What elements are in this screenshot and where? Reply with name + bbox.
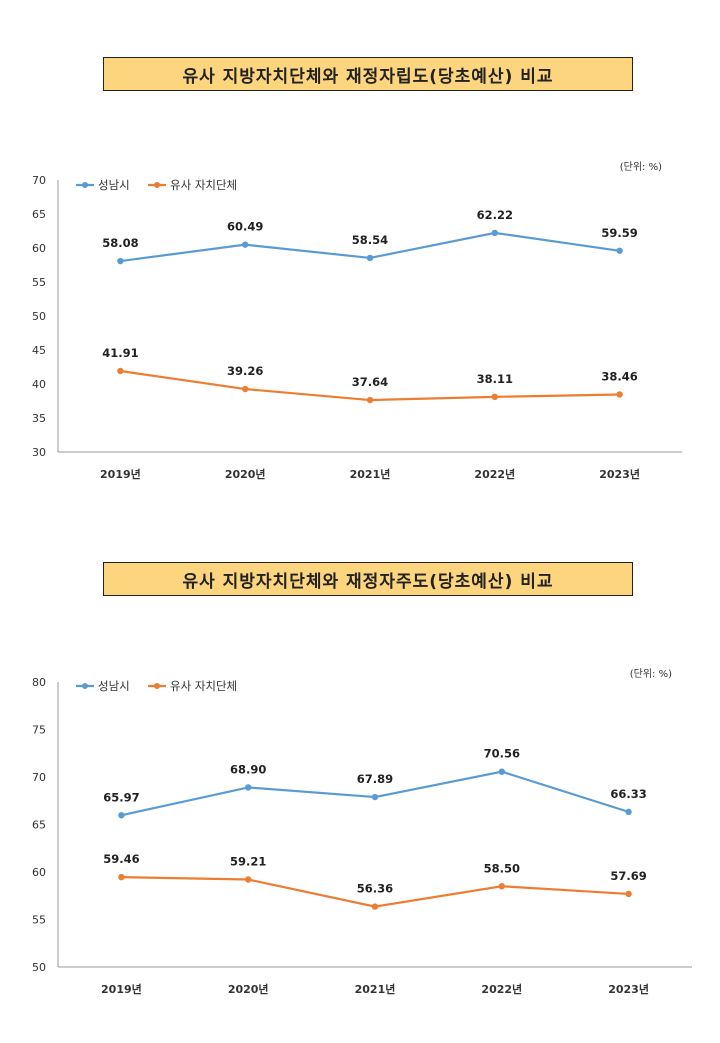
data-label: 59.59	[601, 226, 637, 240]
unit-label: (단위: %)	[630, 667, 672, 680]
legend-label: 유사 자치단체	[170, 679, 237, 693]
legend-label: 성남시	[98, 679, 130, 693]
x-tick-label: 2023년	[608, 982, 649, 996]
y-tick-label: 60	[32, 866, 46, 879]
y-tick-label: 45	[32, 344, 46, 357]
x-tick-label: 2023년	[599, 467, 640, 481]
y-tick-label: 50	[32, 961, 46, 974]
y-tick-label: 55	[32, 276, 46, 289]
legend-marker	[154, 182, 160, 188]
x-tick-label: 2019년	[100, 467, 141, 481]
data-label: 58.54	[352, 233, 388, 247]
chart-2-title: 유사 지방자치단체와 재정자주도(당초예산) 비교	[103, 562, 633, 596]
legend-marker	[82, 683, 88, 689]
data-label: 39.26	[227, 364, 263, 378]
chart-1-title: 유사 지방자치단체와 재정자립도(당초예산) 비교	[103, 57, 633, 91]
x-tick-label: 2020년	[228, 982, 269, 996]
data-label: 58.50	[484, 861, 520, 875]
y-tick-label: 50	[32, 310, 46, 323]
x-tick-label: 2021년	[350, 467, 391, 481]
data-label: 65.97	[103, 790, 139, 804]
unit-label: (단위: %)	[620, 160, 662, 173]
data-label: 56.36	[357, 882, 393, 896]
x-tick-label: 2022년	[481, 982, 522, 996]
x-tick-label: 2021년	[355, 982, 396, 996]
data-point	[616, 391, 623, 398]
data-label: 62.22	[477, 208, 513, 222]
legend-marker	[154, 683, 160, 689]
data-point	[242, 385, 249, 393]
data-point	[498, 768, 505, 775]
data-point	[366, 254, 374, 262]
legend-label: 성남시	[98, 178, 130, 192]
y-tick-label: 55	[32, 914, 46, 927]
data-label: 59.21	[230, 855, 266, 869]
data-label: 59.46	[103, 852, 139, 866]
x-tick-label: 2019년	[101, 982, 142, 996]
y-tick-label: 75	[32, 724, 46, 737]
data-point	[498, 883, 505, 890]
y-tick-label: 80	[32, 676, 46, 689]
data-label: 67.89	[357, 772, 393, 786]
data-point	[118, 873, 125, 881]
data-point	[366, 396, 374, 404]
data-point	[491, 393, 498, 401]
data-point	[625, 890, 632, 898]
data-point	[118, 812, 125, 819]
data-point	[371, 793, 379, 801]
data-label: 58.08	[102, 236, 138, 250]
y-tick-label: 65	[32, 819, 46, 832]
data-point	[242, 241, 249, 248]
y-tick-label: 70	[32, 771, 46, 784]
chart-1: 30 35 40 45 50 55 60 65 70 2019년 2020년 2021년 2022년 20…	[32, 160, 682, 481]
data-point	[245, 784, 252, 791]
data-label: 38.11	[477, 372, 513, 386]
y-tick-label: 65	[32, 208, 46, 221]
legend-label: 유사 자치단체	[170, 178, 237, 192]
chart-2: 50 55 60 65 70 75 80 2019년 2020년 2021년 2022년 2023년 (…	[32, 667, 692, 996]
y-tick-label: 60	[32, 242, 46, 255]
data-point	[625, 808, 632, 816]
data-label: 66.33	[610, 787, 646, 801]
data-label: 60.49	[227, 220, 263, 234]
data-point	[117, 257, 124, 265]
data-point	[616, 247, 623, 254]
data-point	[491, 229, 498, 237]
data-point	[245, 876, 252, 883]
data-point	[371, 903, 379, 910]
data-label: 37.64	[352, 375, 388, 389]
legend-marker	[82, 182, 88, 188]
data-label: 68.90	[230, 762, 266, 776]
x-tick-label: 2022년	[474, 467, 515, 481]
y-tick-label: 35	[32, 412, 46, 425]
x-tick-label: 2020년	[225, 467, 266, 481]
y-tick-label: 30	[32, 446, 46, 459]
y-tick-label: 70	[32, 174, 46, 187]
data-label: 70.56	[484, 747, 520, 761]
y-tick-label: 40	[32, 378, 46, 391]
data-label: 41.91	[102, 346, 138, 360]
data-point	[117, 367, 124, 375]
data-label: 38.46	[601, 369, 637, 383]
data-label: 57.69	[610, 869, 646, 883]
